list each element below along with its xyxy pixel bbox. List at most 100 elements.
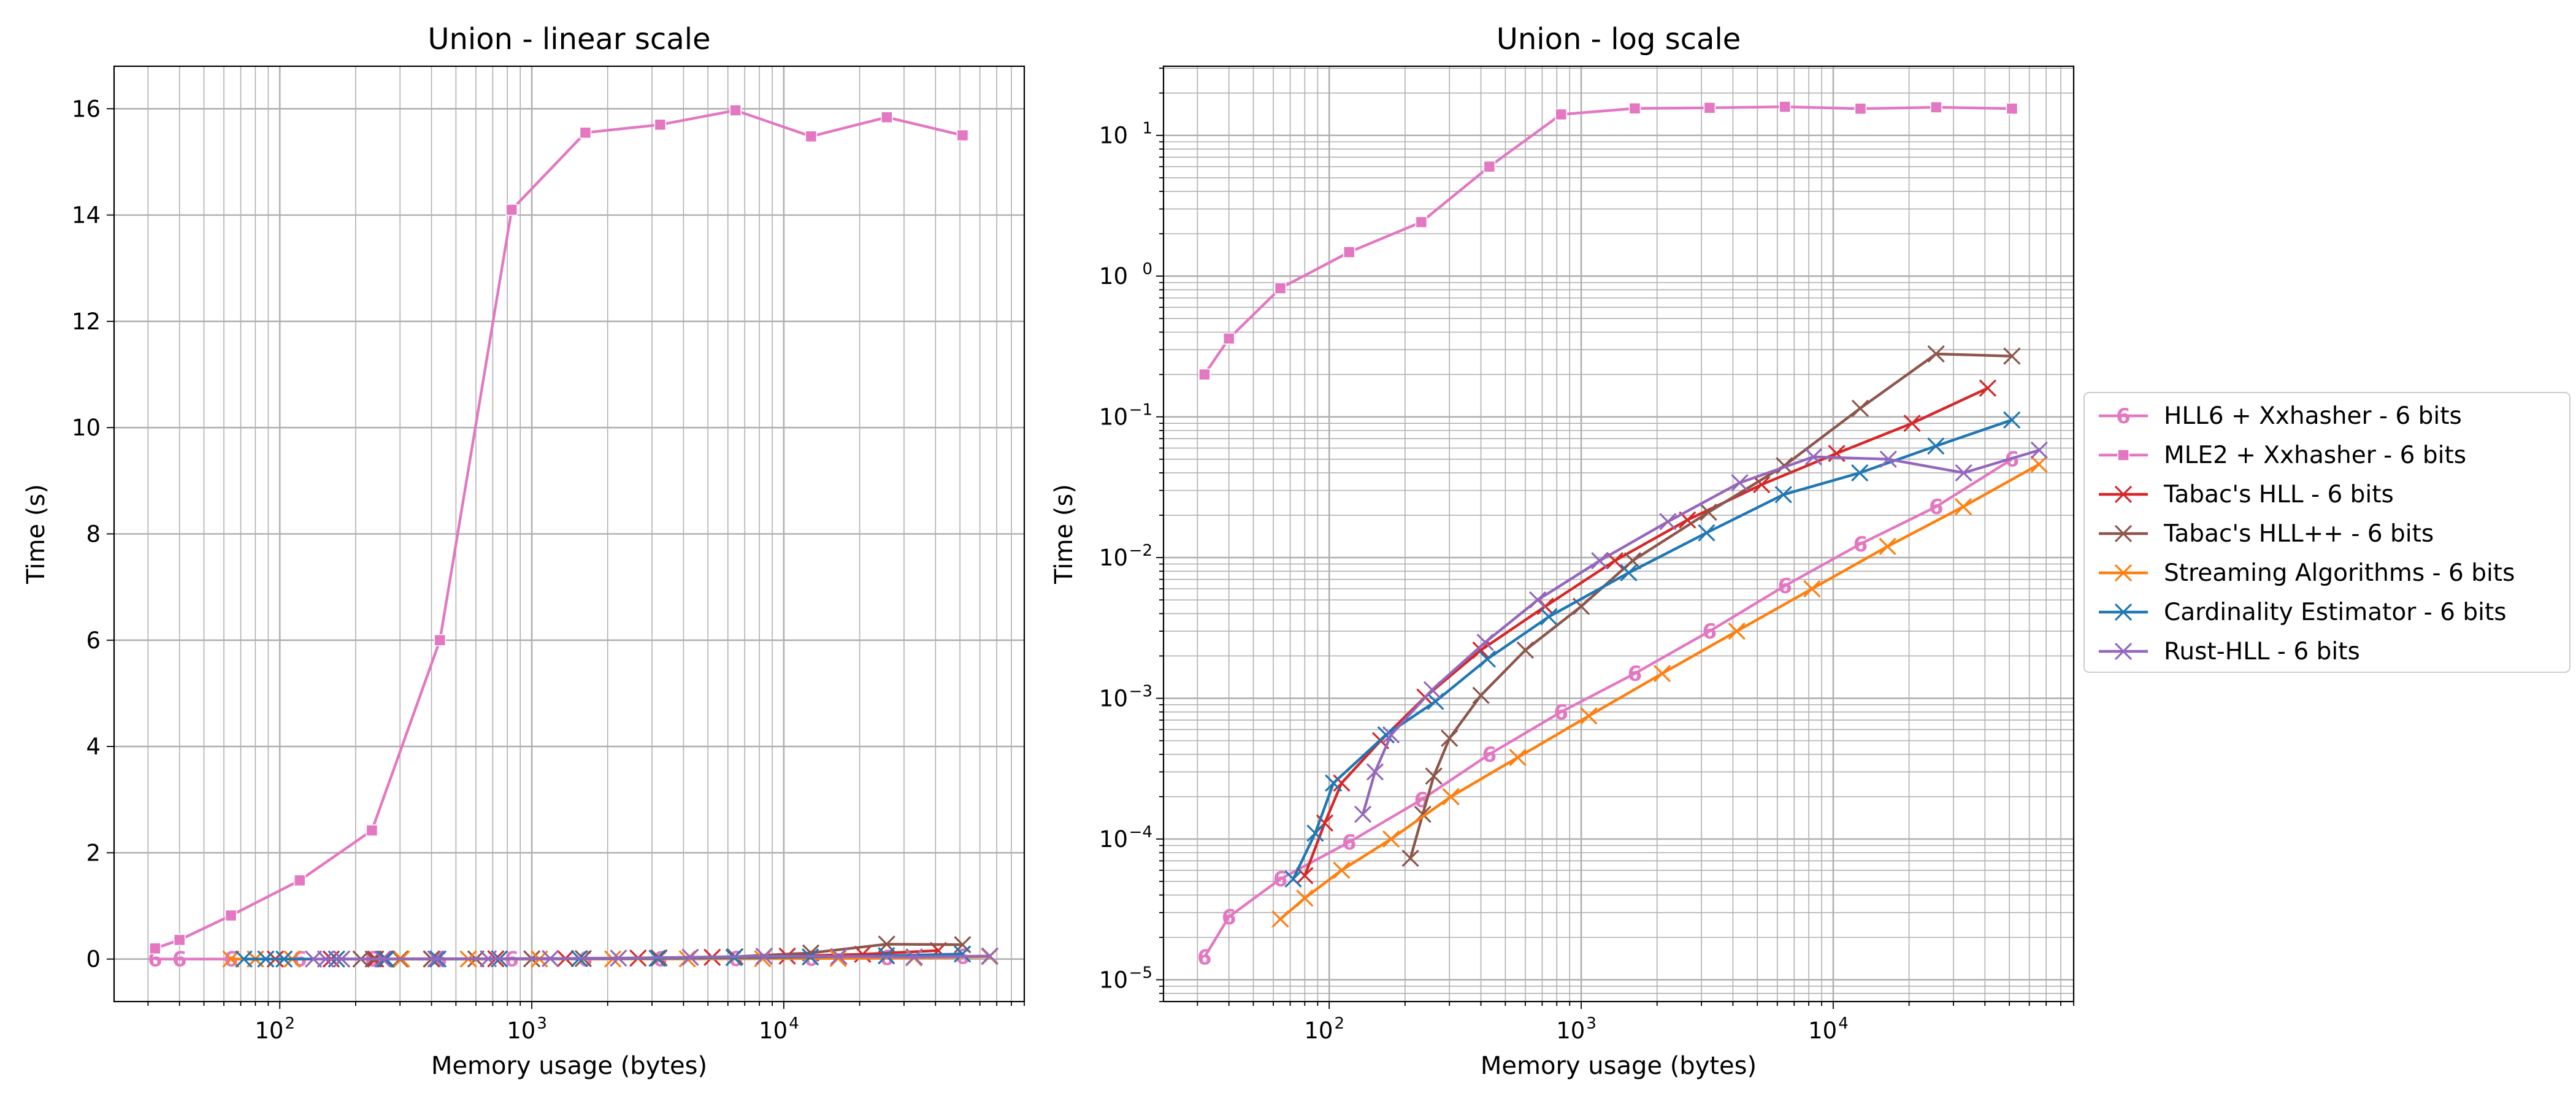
right-point-cardinality-estimator-6-bits (1927, 437, 1945, 455)
right-point-cardinality-estimator-6-bits (1774, 486, 1792, 504)
right-point-hll6-xxhasher-6-bits: 6 (1342, 830, 1357, 855)
left-point-rust-hll-6-bits (830, 948, 848, 965)
right-point-tabac-s-hll-6-bits (2003, 347, 2021, 365)
legend-label-tabac-s-hll-6-bits: Tabac's HLL++ - 6 bits (2163, 520, 2434, 548)
right-point-rust-hll-6-bits (1591, 552, 1609, 570)
right-point-cardinality-estimator-6-bits (1698, 524, 1715, 542)
right-point-streaming-algorithms-6-bits (1382, 830, 1400, 848)
right-point-tabac-s-hll-6-bits (1441, 729, 1459, 747)
right-point-streaming-algorithms-6-bits (1653, 665, 1671, 683)
legend-box (2083, 392, 2570, 673)
left-point-mle2-xxhasher-6-bits (224, 909, 237, 922)
left-y-tick-label: 10 (72, 415, 101, 441)
right-point-hll6-xxhasher-6-bits: 6 (1929, 495, 1944, 519)
left-point-rust-hll-6-bits (374, 950, 392, 968)
right-point-rust-hll-6-bits (1423, 681, 1441, 699)
right-point-tabac-s-hll-6-bits (1979, 379, 1997, 397)
right-chart-y-axis-label: Time (s) (1050, 484, 1078, 585)
right-y-tick-label: 10−3 (1099, 683, 1152, 712)
right-point-mle2-xxhasher-6-bits (1274, 282, 1287, 294)
right-point-cardinality-estimator-6-bits (1377, 726, 1395, 744)
right-point-tabac-s-hll-6-bits (1472, 686, 1490, 704)
legend-marker-rust-hll-6-bits (2114, 642, 2133, 661)
left-point-cardinality-estimator-6-bits (235, 950, 253, 968)
left-point-mle2-xxhasher-6-bits (579, 126, 592, 139)
legend-marker-mle2-xxhasher-6-bits (2117, 449, 2129, 461)
right-point-streaming-algorithms-6-bits (1333, 861, 1351, 880)
right-point-rust-hll-6-bits (1955, 464, 1972, 482)
left-point-rust-hll-6-bits (479, 950, 497, 968)
legend-label-cardinality-estimator-6-bits: Cardinality Estimator - 6 bits (2164, 599, 2507, 626)
right-point-hll6-xxhasher-6-bits: 6 (1554, 700, 1568, 725)
right-point-tabac-s-hll-6-bits (1425, 767, 1443, 785)
right-point-streaming-algorithms-6-bits (2030, 455, 2048, 473)
legend-marker-tabac-s-hll-6-bits (2114, 485, 2133, 504)
left-point-rust-hll-6-bits (332, 950, 351, 968)
right-point-streaming-algorithms-6-bits (1442, 788, 1460, 806)
left-y-tick-label: 2 (86, 840, 101, 866)
right-point-streaming-algorithms-6-bits (1728, 622, 1746, 640)
legend-label-mle2-xxhasher-6-bits: MLE2 + Xxhasher - 6 bits (2164, 442, 2466, 469)
left-point-rust-hll-6-bits (905, 948, 923, 966)
right-point-hll6-xxhasher-6-bits: 6 (1703, 619, 1717, 644)
right-point-hll6-xxhasher-6-bits: 6 (1197, 945, 1212, 970)
right-point-rust-hll-6-bits (1366, 763, 1384, 781)
right-series-line-hll6-xxhasher-6-bits (1203, 458, 2013, 958)
left-point-mle2-xxhasher-6-bits (293, 874, 306, 887)
right-point-rust-hll-6-bits (1476, 634, 1494, 651)
right-point-cardinality-estimator-6-bits (1620, 564, 1638, 581)
left-point-mle2-xxhasher-6-bits (149, 942, 161, 955)
legend-label-hll6-xxhasher-6-bits: HLL6 + Xxhasher - 6 bits (2164, 402, 2462, 430)
right-point-rust-hll-6-bits (1659, 513, 1677, 531)
right-point-cardinality-estimator-6-bits (1427, 692, 1444, 710)
left-y-tick-label: 4 (86, 734, 101, 760)
left-chart-y-axis-label: Time (s) (22, 484, 50, 585)
right-point-mle2-xxhasher-6-bits (1198, 368, 1211, 381)
right-point-rust-hll-6-bits (1804, 448, 1822, 466)
right-point-mle2-xxhasher-6-bits (1555, 108, 1567, 121)
right-point-streaming-algorithms-6-bits (1879, 537, 1896, 556)
right-point-hll6-xxhasher-6-bits: 6 (1853, 532, 1868, 557)
right-point-cardinality-estimator-6-bits (1851, 464, 1869, 482)
right-point-tabac-s-hll-6-bits (1516, 641, 1535, 659)
right-point-cardinality-estimator-6-bits (1325, 774, 1343, 792)
left-point-rust-hll-6-bits (427, 950, 445, 968)
right-point-tabac-s-hll-6-bits (1333, 774, 1351, 792)
right-point-mle2-xxhasher-6-bits (1854, 102, 1867, 115)
left-point-rust-hll-6-bits (755, 948, 773, 965)
left-point-rust-hll-6-bits (981, 947, 999, 965)
left-point-rust-hll-6-bits (304, 950, 323, 968)
right-chart-frame (1162, 65, 2075, 1003)
right-point-streaming-algorithms-6-bits (1271, 910, 1289, 928)
legend-label-tabac-s-hll-6-bits: Tabac's HLL - 6 bits (2163, 481, 2394, 508)
right-point-streaming-algorithms-6-bits (1580, 707, 1598, 725)
right-point-tabac-s-hll-6-bits (1851, 399, 1869, 417)
left-point-mle2-xxhasher-6-bits (173, 933, 186, 946)
left-point-mle2-xxhasher-6-bits (505, 204, 518, 216)
right-point-mle2-xxhasher-6-bits (1628, 102, 1641, 115)
right-point-streaming-algorithms-6-bits (1509, 748, 1527, 767)
right-point-mle2-xxhasher-6-bits (1703, 102, 1716, 114)
left-chart-x-axis-label: Memory usage (bytes) (431, 1052, 707, 1080)
legend: 6 HLL6 + Xxhasher - 6 bits MLE2 + Xxhasher… (2083, 392, 2570, 673)
left-point-rust-hll-6-bits (316, 950, 335, 968)
right-point-mle2-xxhasher-6-bits (1779, 101, 1791, 113)
right-point-hll6-xxhasher-6-bits: 6 (1273, 867, 1288, 892)
legend-marker-cardinality-estimator-6-bits (2114, 603, 2133, 621)
left-chart-frame (113, 65, 1025, 1003)
right-point-tabac-s-hll-6-bits (1472, 641, 1490, 659)
right-point-rust-hll-6-bits (1528, 591, 1547, 609)
legend-marker-hll6-xxhasher-6-bits: 6 (2116, 404, 2131, 429)
right-point-rust-hll-6-bits (1382, 726, 1400, 744)
left-point-mle2-xxhasher-6-bits (366, 824, 378, 837)
right-point-cardinality-estimator-6-bits (1306, 824, 1324, 842)
left-point-mle2-xxhasher-6-bits (881, 111, 893, 123)
right-point-mle2-xxhasher-6-bits (1343, 246, 1355, 258)
right-point-streaming-algorithms-6-bits (1954, 497, 1972, 516)
